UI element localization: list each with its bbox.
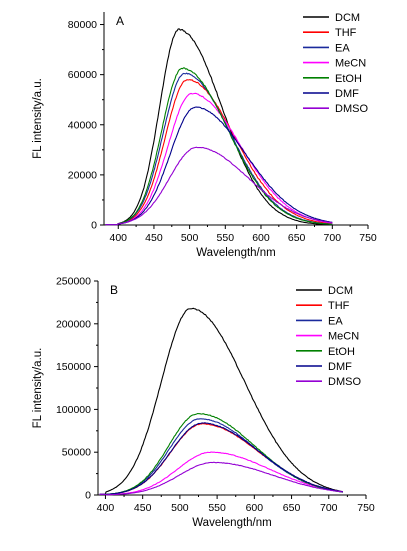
legend-label-dcm: DCM: [328, 285, 353, 297]
x-tick-label: 500: [171, 502, 189, 514]
panel-label: B: [110, 283, 118, 297]
legend-label-dmso: DMSO: [328, 376, 361, 388]
chart-panel-a: 400 450 500 550 600 650 700 750 0 20000 40000 60000…: [32, 12, 377, 259]
series-line-dmf: [99, 422, 344, 495]
series-line-mecn: [105, 92, 333, 226]
panel-label: A: [116, 14, 124, 28]
x-tick-label: 650: [288, 232, 306, 244]
y-tick-label: 40000: [68, 119, 97, 131]
series-line-dcm: [105, 28, 333, 226]
series-line-dmso: [105, 146, 333, 226]
series-line-dmso: [99, 461, 343, 496]
x-tick-label: 700: [324, 232, 342, 244]
legend-label-dmf: DMF: [328, 361, 352, 373]
y-tick-label: 20000: [68, 169, 97, 181]
x-tick-label: 500: [181, 232, 199, 244]
legend-label-ea: EA: [335, 42, 350, 54]
legend-label-etoh: EtOH: [335, 73, 362, 85]
x-tick-label: 600: [246, 502, 264, 514]
series-line-dmf: [105, 106, 333, 226]
legend-label-dmf: DMF: [335, 88, 359, 100]
series-line-etoh: [99, 412, 343, 495]
series-line-mecn: [99, 451, 344, 496]
y-tick-label: 150000: [56, 361, 91, 373]
x-tick-label: 400: [110, 232, 128, 244]
y-tick-label: 200000: [56, 318, 91, 330]
series-line-dcm: [99, 307, 344, 495]
legend-label-etoh: EtOH: [328, 346, 355, 358]
y-tick-label: 0: [85, 490, 91, 502]
y-tick-label: 50000: [62, 447, 91, 459]
chart-panel-b: 400 450 500 550 600 650 700 750 0 50000 100000 1500…: [32, 276, 375, 530]
x-tick-label: 550: [217, 232, 235, 244]
legend-label-mecn: MeCN: [335, 58, 366, 70]
y-tick-label: 250000: [56, 276, 91, 288]
legend-label-mecn: MeCN: [328, 331, 359, 343]
x-tick-label: 750: [357, 502, 375, 514]
y-tick-label: 60000: [68, 69, 97, 81]
x-axis-label: Wavelength/nm: [196, 247, 275, 259]
legend-label-dcm: DCM: [335, 12, 360, 24]
x-axis-label: Wavelength/nm: [192, 517, 271, 529]
legend-label-thf: THF: [328, 300, 350, 312]
x-tick-label: 550: [208, 502, 226, 514]
y-axis-label: FL intensity/a.u.: [32, 78, 44, 159]
series-line-etoh: [105, 67, 333, 226]
y-tick-label: 100000: [56, 404, 91, 416]
legend-label-thf: THF: [335, 27, 357, 39]
x-tick-label: 400: [97, 502, 115, 514]
y-tick-label: 80000: [68, 19, 97, 31]
y-tick-label: 0: [91, 220, 97, 232]
x-tick-label: 650: [283, 502, 301, 514]
x-tick-label: 700: [320, 502, 338, 514]
x-tick-label: 750: [359, 232, 377, 244]
series-line-thf: [105, 79, 333, 226]
y-axis-label: FL intensity/a.u.: [32, 348, 44, 429]
legend-label-ea: EA: [328, 315, 343, 327]
x-tick-label: 450: [145, 232, 163, 244]
x-tick-label: 600: [252, 232, 270, 244]
legend-label-dmso: DMSO: [335, 103, 368, 115]
x-tick-label: 450: [134, 502, 152, 514]
